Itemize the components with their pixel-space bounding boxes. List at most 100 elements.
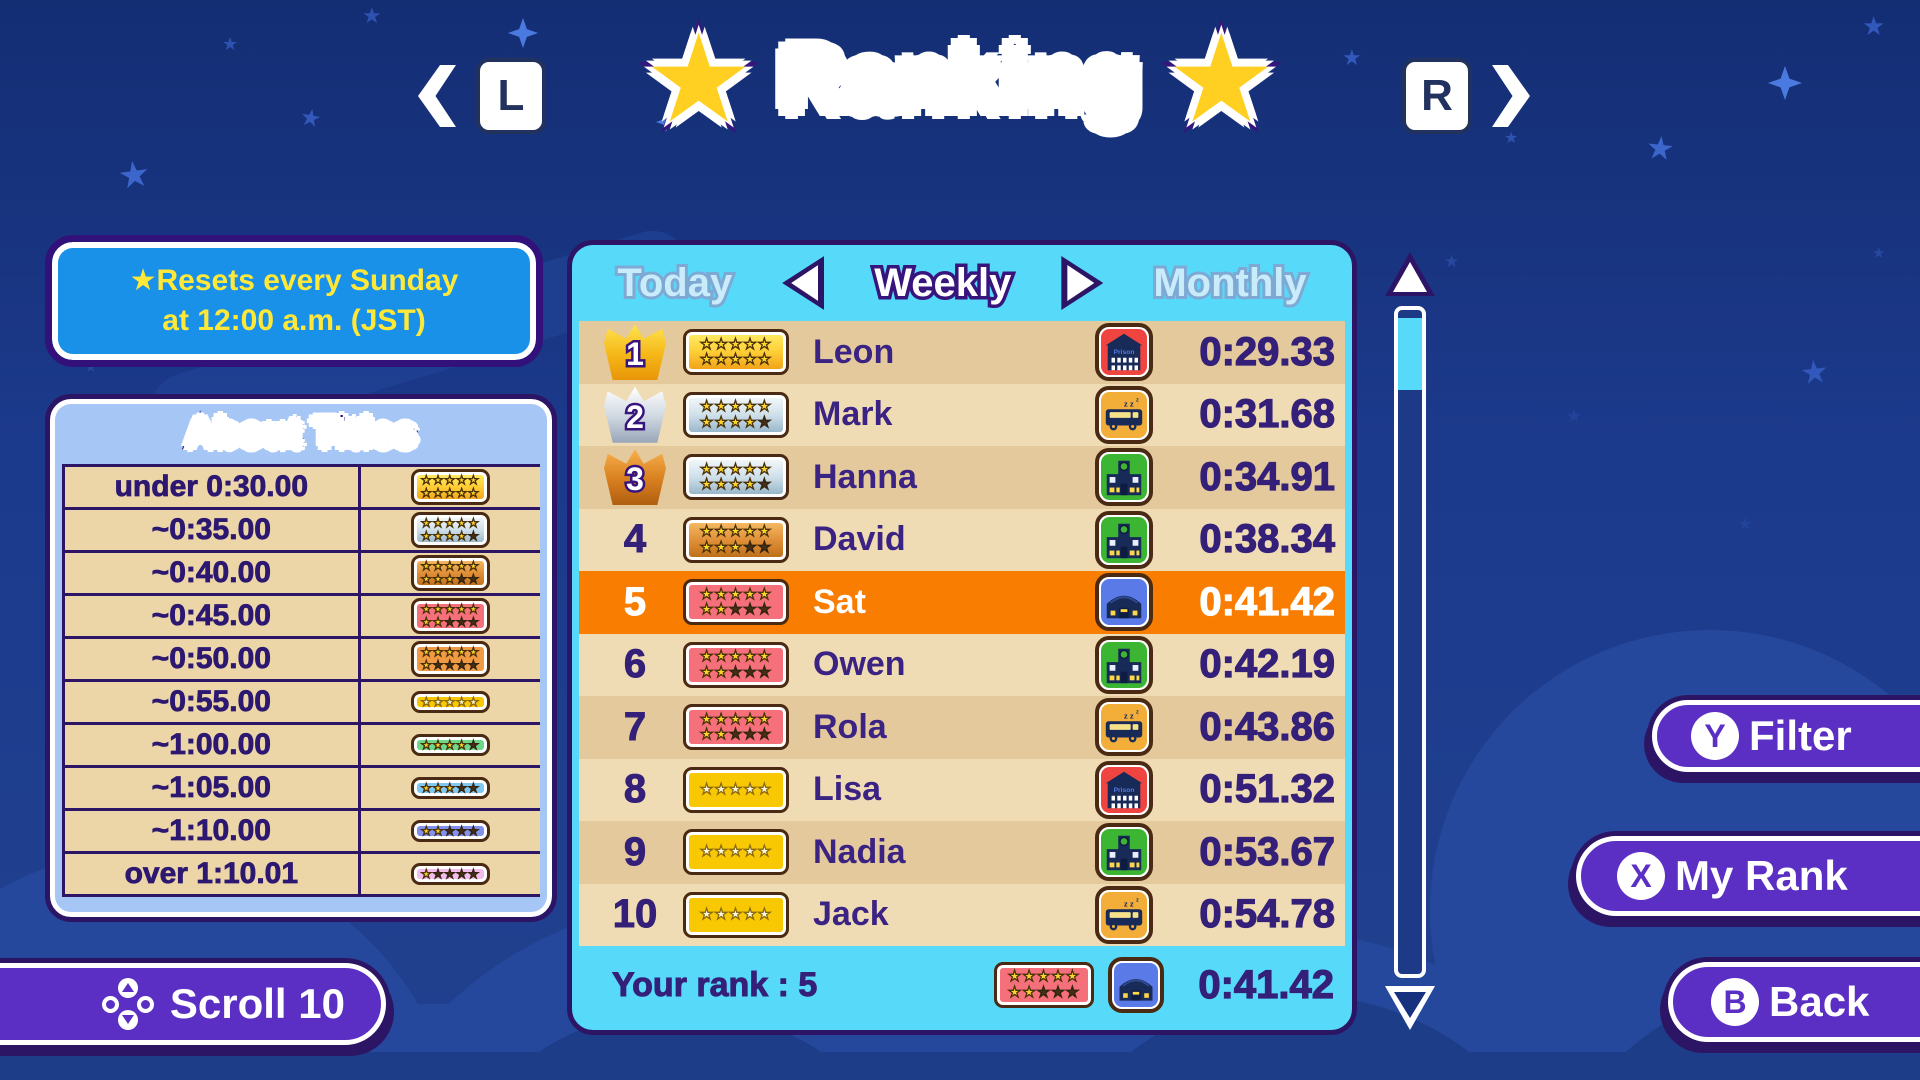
- l-bumper-button[interactable]: L: [476, 58, 546, 134]
- title-badge-bronze: ★ ★ ★ ★ ★ ★ ★ ★ ★ ★: [410, 555, 490, 591]
- player-name: Mark: [813, 395, 893, 434]
- title-badge-cell: ★ ★ ★ ★ ★ ★ ★ ★ ★ ★: [360, 596, 540, 636]
- school-icon: [1095, 510, 1153, 569]
- tab-right-arrow-icon[interactable]: [1061, 256, 1104, 310]
- rank-number: 4: [623, 517, 647, 562]
- x-key-label: X: [1630, 857, 1652, 894]
- svg-text:z: z: [1136, 397, 1139, 403]
- title-badge-periwinkle: ★ ★ ★ ★ ★: [410, 819, 490, 843]
- back-label: Back: [1769, 978, 1870, 1025]
- svg-text:z z: z z: [1124, 712, 1134, 721]
- title-badge-red: ★ ★ ★ ★ ★ ★ ★ ★ ★ ★: [683, 641, 789, 688]
- depot-icon: [1095, 573, 1153, 632]
- titles-table: under 0:30.00 ★ ★ ★ ★ ★ ★ ★ ★ ★ ★ ~0:35.00 ★ ★ ★ ★ ★ ★ ★ ★ ★…: [62, 464, 540, 897]
- filter-button[interactable]: Y Filter: [1652, 700, 1920, 772]
- rank-number: 7: [623, 704, 647, 749]
- record-time: 0:42.19: [1199, 642, 1336, 687]
- rank-number: 6: [623, 642, 647, 687]
- tab-monthly[interactable]: Monthly: [1150, 258, 1309, 308]
- star-icon: ★: [1162, 8, 1280, 150]
- my-rank-button[interactable]: X My Rank: [1576, 836, 1920, 916]
- svg-text:z: z: [1136, 897, 1139, 903]
- record-time: 0:41.42: [1199, 579, 1336, 624]
- school-icon: [1095, 823, 1153, 882]
- scroll-10-button[interactable]: Scroll 10: [0, 963, 386, 1045]
- rank-number: 10: [612, 892, 658, 937]
- title-badge-cell: ★ ★ ★ ★ ★: [360, 768, 540, 808]
- tab-weekly[interactable]: Weekly: [871, 257, 1015, 308]
- gold-crown-icon: 1: [604, 324, 666, 381]
- reset-info-line2: at 12:00 a.m. (JST): [162, 304, 426, 337]
- rank-cell: 4: [587, 517, 683, 562]
- star-decoration: ★: [1862, 12, 1886, 42]
- title-badge-cell: ★ ★ ★ ★ ★ ★ ★ ★ ★ ★: [360, 639, 540, 679]
- record-time: 0:51.32: [1199, 767, 1336, 812]
- r-bumper-label: R: [1421, 71, 1453, 120]
- player-name: David: [813, 520, 906, 559]
- star-decoration: ★: [1566, 406, 1583, 427]
- bronze-crown-icon: 3: [604, 449, 666, 506]
- dpad-icon: [101, 978, 154, 1030]
- title-badge-cell: ★ ★ ★ ★ ★: [360, 854, 540, 894]
- title-badge-orange: ★ ★ ★ ★ ★ ★ ★ ★ ★ ★: [410, 641, 490, 677]
- title-badge-gold5: ★ ★ ★ ★ ★: [683, 891, 789, 938]
- ranking-row: 7 ★ ★ ★ ★ ★ ★ ★ ★ ★ ★ Rola z z z 0:43.86: [579, 696, 1345, 759]
- title-badge-cell: ★ ★ ★ ★ ★: [360, 811, 540, 851]
- title-badge-cell: ★ ★ ★ ★ ★: [360, 725, 540, 765]
- page-title: ★ Ranking ★: [0, 8, 1920, 150]
- ranking-row: 10 ★ ★ ★ ★ ★ Jack z z z 0:54.78: [579, 883, 1345, 946]
- svg-text:Prison: Prison: [1114, 787, 1135, 794]
- scroll-down-arrow[interactable]: [1385, 986, 1435, 1030]
- star-decoration: ★: [115, 152, 153, 199]
- silver-crown-icon: 2: [604, 386, 666, 443]
- title-badge-silver: ★ ★ ★ ★ ★ ★ ★ ★ ★ ★: [410, 512, 490, 548]
- scrollbar-thumb[interactable]: [1398, 318, 1422, 390]
- title-badge-red: ★ ★ ★ ★ ★ ★ ★ ★ ★ ★: [683, 579, 789, 626]
- star-decoration: ★: [1798, 351, 1831, 393]
- svg-text:z z: z z: [1124, 899, 1134, 908]
- record-time: 0:31.68: [1199, 392, 1336, 437]
- school-icon: [1095, 635, 1153, 694]
- player-name: Rola: [813, 707, 887, 746]
- title-badge-gold5: ★ ★ ★ ★ ★: [683, 766, 789, 813]
- rank-number: 3: [624, 459, 647, 500]
- prison-icon: Prison: [1095, 323, 1153, 382]
- tab-today[interactable]: Today: [614, 258, 735, 308]
- record-time: 0:38.34: [1199, 517, 1336, 562]
- filter-label: Filter: [1749, 712, 1852, 759]
- scroll-up-arrow[interactable]: [1385, 252, 1435, 296]
- player-name: Leon: [813, 332, 895, 371]
- title-badge-gold10: ★ ★ ★ ★ ★ ★ ★ ★ ★ ★: [683, 329, 789, 376]
- title-threshold: ~1:10.00: [65, 811, 358, 851]
- y-key-icon: Y: [1691, 712, 1739, 760]
- back-button[interactable]: B Back: [1668, 962, 1920, 1042]
- scrollbar-track[interactable]: [1394, 306, 1426, 978]
- y-key-label: Y: [1704, 717, 1726, 754]
- title-badge-silver: ★ ★ ★ ★ ★ ★ ★ ★ ★ ★: [683, 391, 789, 438]
- rank-number: 9: [623, 829, 647, 874]
- player-name: Nadia: [813, 832, 906, 871]
- rank-cell: 3: [587, 449, 683, 506]
- reset-info-line1: ★Resets every Sunday: [129, 263, 459, 297]
- next-page-chevron-icon[interactable]: [1492, 65, 1530, 127]
- svg-text:z: z: [1136, 710, 1139, 716]
- ranking-row: 1 ★ ★ ★ ★ ★ ★ ★ ★ ★ ★ Leon Prison 0:29.33: [579, 321, 1345, 384]
- depot-icon: [1108, 957, 1164, 1013]
- period-tabs: Today Weekly Monthly: [572, 245, 1352, 321]
- title-threshold: ~0:55.00: [65, 682, 358, 722]
- star-decoration: ★: [362, 4, 382, 29]
- b-key-label: B: [1723, 983, 1747, 1020]
- title-badge-cell: ★ ★ ★ ★ ★ ★ ★ ★ ★ ★: [360, 467, 540, 507]
- tab-left-arrow-icon[interactable]: [782, 256, 825, 310]
- title-badge-bronze: ★ ★ ★ ★ ★ ★ ★ ★ ★ ★: [683, 516, 789, 563]
- my-rank-label: My Rank: [1675, 852, 1848, 899]
- x-key-icon: X: [1617, 852, 1665, 900]
- record-time: 0:29.33: [1199, 329, 1336, 374]
- r-bumper-button[interactable]: R: [1402, 58, 1472, 134]
- title-threshold: ~1:05.00: [65, 768, 358, 808]
- svg-text:z z: z z: [1124, 399, 1134, 408]
- about-titles-heading: About Titles: [182, 408, 419, 459]
- rank-cell: 5: [587, 579, 683, 625]
